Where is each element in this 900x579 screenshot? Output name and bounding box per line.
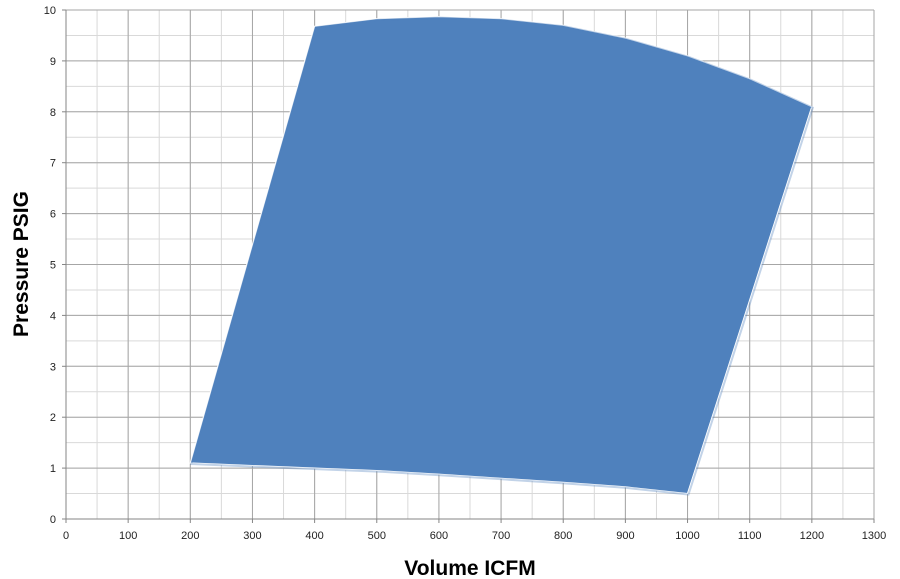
x-tick-label: 900: [616, 530, 634, 542]
x-tick-label: 200: [181, 530, 199, 542]
operating-envelope-area: [189, 15, 815, 496]
x-tick-label: 1000: [675, 530, 699, 542]
x-tick-label: 500: [368, 530, 386, 542]
y-tick-label: 0: [50, 514, 56, 526]
x-tick-label: 1100: [738, 530, 762, 542]
y-tick-label: 6: [50, 209, 56, 221]
x-tick-label: 1200: [800, 530, 824, 542]
x-tick-label: 0: [63, 530, 69, 542]
y-axis-tick-labels: 0 1 2 3 4 5 6 7 8 9 10: [44, 5, 56, 526]
envelope-edge: [189, 16, 815, 496]
y-tick-label: 7: [50, 158, 56, 170]
x-tick-label: 1300: [862, 530, 886, 542]
y-tick-label: 3: [50, 361, 56, 373]
x-tick-label: 600: [430, 530, 448, 542]
x-tick-label: 400: [305, 530, 323, 542]
y-tick-label: 5: [50, 260, 56, 272]
y-tick-label: 8: [50, 107, 56, 119]
y-tick-label: 9: [50, 56, 56, 68]
y-tick-label: 10: [44, 5, 56, 17]
x-tick-label: 700: [492, 530, 510, 542]
x-tick-label: 800: [554, 530, 572, 542]
y-tick-label: 2: [50, 412, 56, 424]
x-tick-label: 100: [119, 530, 137, 542]
y-tick-label: 4: [50, 310, 56, 322]
envelope-polygon: [189, 15, 813, 495]
y-axis-title: Pressure PSIG: [10, 191, 33, 337]
x-axis-tick-labels: 0 100 200 300 400 500 600 700 800 900 1000 1100 1200…: [63, 530, 886, 542]
x-axis-title: Volume ICFM: [404, 557, 535, 579]
y-tick-label: 1: [50, 463, 56, 475]
x-tick-label: 300: [243, 530, 261, 542]
axes: [62, 9, 875, 523]
